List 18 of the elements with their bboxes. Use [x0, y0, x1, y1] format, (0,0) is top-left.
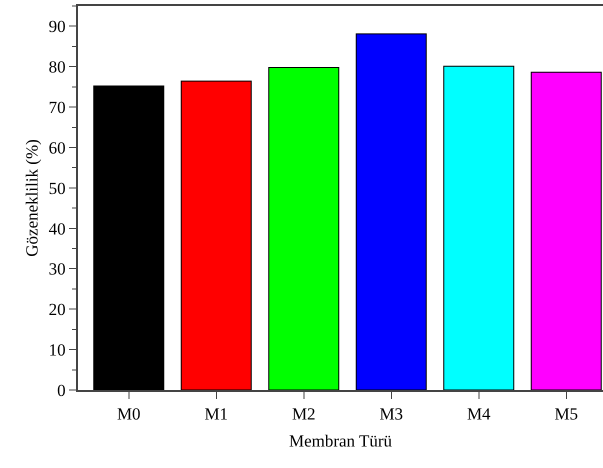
y-tick-label: 10	[48, 340, 66, 360]
x-tick-label: M1	[204, 404, 228, 424]
y-tick-label: 80	[48, 58, 66, 77]
y-tick-label: 50	[48, 178, 66, 198]
y-tick-label: 60	[48, 138, 66, 158]
y-tick-label: 70	[48, 98, 66, 117]
y-tick-label: 30	[48, 260, 66, 279]
x-tick-label: M4	[466, 404, 492, 424]
x-axis-title: Membran Türü	[288, 431, 393, 450]
x-tick-label: M2	[292, 404, 316, 424]
y-tick-label: 40	[48, 219, 66, 238]
x-tick-label: M5	[554, 404, 578, 424]
y-tick-label: 0	[57, 380, 66, 400]
x-tick-label: M3	[379, 404, 404, 424]
x-tick-label: M0	[116, 404, 141, 424]
y-tick-label: 20	[48, 300, 66, 320]
y-axis-title: Gözeneklilik (%)	[22, 139, 42, 257]
y-tick-label: 90	[48, 17, 66, 36]
